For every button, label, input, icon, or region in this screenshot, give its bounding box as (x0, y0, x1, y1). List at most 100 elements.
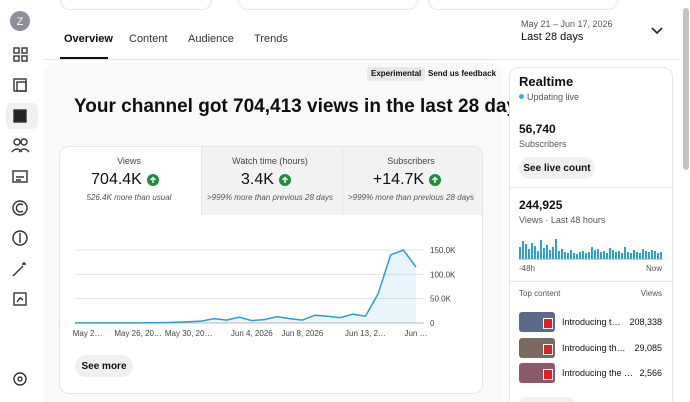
content-views: 29,085 (634, 342, 662, 353)
bar (627, 252, 629, 259)
date-label[interactable]: Last 28 days (521, 31, 584, 43)
thumbnail[interactable] (519, 337, 555, 358)
bar (531, 243, 533, 259)
x-tick-label: Jun … (404, 329, 427, 338)
bar (630, 253, 632, 259)
line-chart: 0 50.0K 100.0K 150.0K May 2… May 26, 20… May 3… (73, 246, 456, 338)
up-icon (429, 173, 442, 186)
bar (588, 252, 590, 259)
up-icon (278, 173, 291, 186)
axis-end: Now (645, 264, 662, 273)
y-tick-label: 50.0K (430, 295, 452, 304)
clipped-button[interactable] (519, 397, 575, 402)
bar (534, 246, 536, 259)
bar (552, 247, 554, 259)
metric-value: 3.4K (210, 172, 322, 188)
bar (657, 253, 659, 259)
thumbnail[interactable] (519, 363, 555, 383)
bar (621, 253, 623, 259)
feedback-link[interactable]: Send us feedback (428, 69, 497, 78)
content-title[interactable]: Introducing the … (562, 368, 634, 378)
bar (546, 245, 548, 259)
metric-note: >999% more than previous 28 days (347, 193, 475, 202)
bar (525, 244, 527, 259)
tab-underline (60, 57, 108, 59)
line (75, 249, 417, 324)
bar (648, 252, 650, 259)
date-range[interactable]: May 21 – Jun 17, 2026 (521, 19, 613, 29)
metric-value: 704.4K (69, 172, 181, 188)
bar (522, 241, 524, 259)
views-count: 244,925 (519, 198, 563, 212)
tab[interactable]: Trends (254, 33, 288, 45)
bar (549, 250, 551, 259)
x-tick-label: Jun 4, 2026 (231, 329, 273, 338)
content-title[interactable]: Introducing t… (562, 317, 621, 327)
bar (654, 251, 656, 259)
bar (618, 251, 620, 259)
content-views: 2,566 (639, 368, 662, 378)
badge: Experimental (367, 67, 426, 81)
live-status: Updating live (527, 92, 580, 102)
bar (561, 249, 563, 259)
tab[interactable]: Audience (188, 33, 234, 45)
avatar-letter: Z (17, 16, 24, 28)
realtime-title: Realtime (519, 74, 574, 89)
divider (44, 59, 680, 60)
bar (582, 251, 584, 259)
x-tick-label: May 30, 20… (165, 329, 213, 338)
bar (651, 250, 653, 259)
tab[interactable]: Overview (64, 33, 113, 45)
bar (609, 248, 611, 259)
chevron[interactable] (651, 26, 663, 36)
headline: Your channel got 704,413 views in the la… (74, 96, 528, 117)
content-views: 208,338 (629, 317, 662, 327)
bar (567, 253, 569, 259)
bar (519, 247, 521, 259)
x-tick-label: Jun 8, 2026 (281, 329, 323, 338)
bar (591, 247, 593, 259)
tab[interactable]: Content (129, 33, 168, 45)
bar (570, 250, 572, 259)
realtime-bars (519, 239, 663, 260)
metric-value: +14.7K (351, 172, 463, 188)
bar (537, 251, 539, 259)
see-more-button[interactable]: See more (75, 355, 133, 377)
thumbnail[interactable] (519, 312, 555, 332)
thumb-badge (543, 369, 553, 380)
metrics-card (59, 146, 483, 394)
y-tick-label: 0 (430, 319, 435, 328)
bar (579, 252, 581, 259)
scrollbar-thumb[interactable] (683, 8, 689, 170)
thumb-badge (543, 343, 553, 355)
divider (509, 187, 673, 188)
bar (639, 253, 641, 259)
divider (509, 281, 673, 282)
bar (564, 252, 566, 259)
bar (606, 253, 608, 259)
avatar[interactable] (10, 11, 30, 31)
live-dot (519, 94, 524, 99)
bar (540, 240, 542, 259)
nav-icons[interactable] (11, 47, 30, 386)
bar (645, 251, 647, 259)
metric-label: Views (117, 156, 141, 166)
bar (615, 252, 617, 259)
bar (660, 252, 662, 259)
sidebar: Z (6, 11, 38, 386)
bar (555, 239, 557, 259)
metric-note: >999% more than previous 28 days (206, 193, 334, 202)
x-tick-label: May 2… (73, 329, 103, 338)
bar (585, 253, 587, 259)
area (75, 250, 416, 323)
tab-sep (342, 147, 343, 215)
content-title[interactable]: Introducing th… (562, 342, 626, 353)
live-count-button[interactable]: See live count (519, 157, 595, 179)
subscriber-count: 56,740 (519, 122, 556, 136)
metric-label: Subscribers (387, 156, 435, 166)
top-content-column: Views (640, 289, 662, 298)
x-tick-label: May 26, 20… (114, 329, 162, 338)
bar (624, 247, 626, 259)
bar (576, 254, 578, 259)
